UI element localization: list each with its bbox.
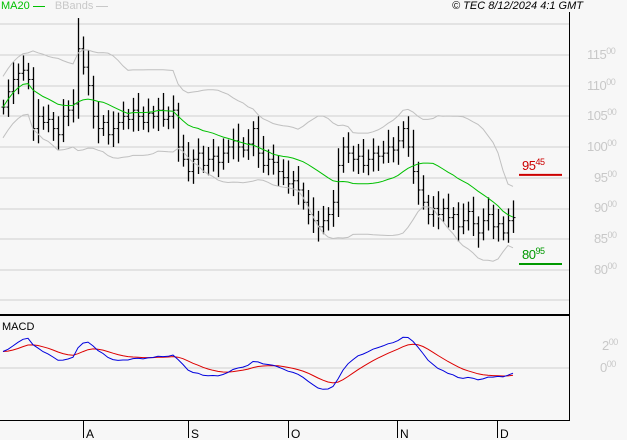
resistance-label: 9545 xyxy=(522,156,545,173)
price-tick: 9000 xyxy=(594,199,617,216)
legend-ma20-label: MA20 xyxy=(1,0,30,12)
macd-tick: 000 xyxy=(600,359,616,376)
month-label: S xyxy=(191,427,199,440)
panel-divider xyxy=(0,314,570,316)
bband-upper xyxy=(2,49,514,187)
legend-bbands-label: BBands xyxy=(54,0,94,12)
month-label: D xyxy=(500,427,509,440)
month-label: N xyxy=(400,427,409,440)
support-label: 8095 xyxy=(522,245,545,262)
macd-label: MACD xyxy=(2,321,35,333)
ma20-line xyxy=(2,83,514,218)
price-tick: 11000 xyxy=(587,76,616,93)
price-tick: 10000 xyxy=(587,138,617,155)
legend: MA20 BBands xyxy=(1,0,109,13)
copyright: © TEC 8/12/2024 4:1 GMT xyxy=(452,0,583,12)
bband-lower xyxy=(2,113,514,262)
macd-line xyxy=(2,336,514,390)
price-tick: 8000 xyxy=(594,260,617,277)
month-label: O xyxy=(291,427,300,440)
price-tick: 8500 xyxy=(594,230,617,247)
macd-signal-line xyxy=(2,343,514,384)
legend-ma20: MA20 xyxy=(1,0,45,13)
legend-ma20-swatch xyxy=(32,5,45,7)
price-tick: 9500 xyxy=(594,168,617,185)
legend-bbands: BBands xyxy=(55,0,109,13)
legend-bbands-swatch xyxy=(96,5,109,7)
price-tick: 10500 xyxy=(587,107,617,124)
month-label: A xyxy=(86,427,94,440)
macd-tick: 200 xyxy=(602,337,618,354)
price-tick: 11500 xyxy=(587,45,616,62)
